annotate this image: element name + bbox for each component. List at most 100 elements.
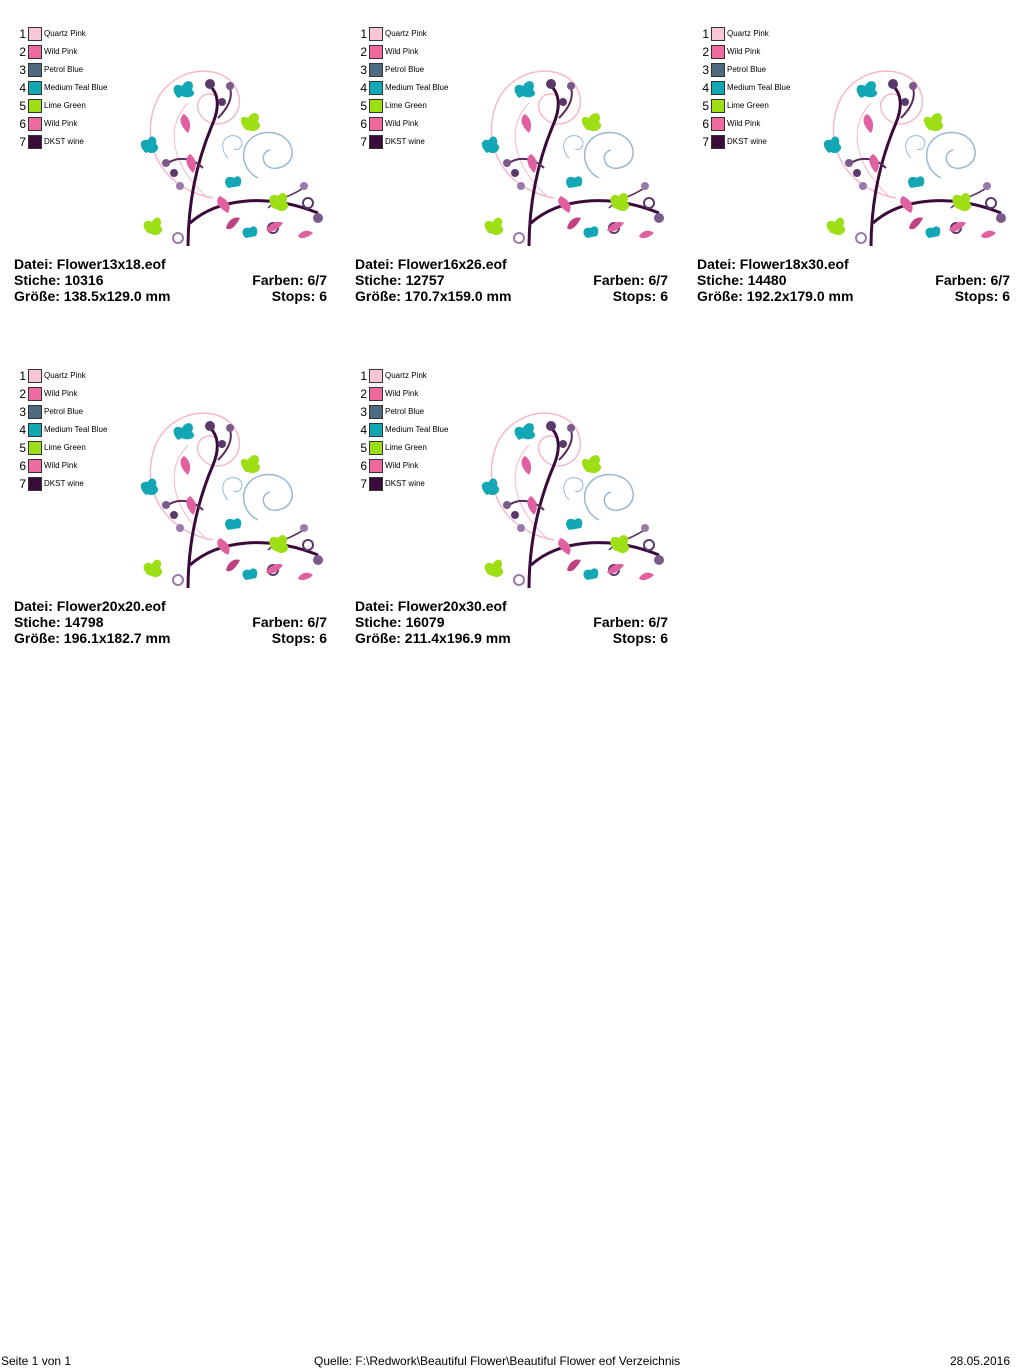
legend-row: 5 Lime Green: [697, 98, 807, 116]
embroidery-preview: [822, 69, 1008, 246]
thread-swatch: [369, 369, 383, 383]
legend-row: 6 Wild Pink: [355, 116, 465, 134]
thread-number: 5: [360, 99, 367, 113]
legend-row: 6 Wild Pink: [14, 458, 124, 476]
stop-count: Stops: 6: [954, 288, 1010, 304]
thread-swatch: [28, 459, 42, 473]
thread-name: Wild Pink: [727, 47, 761, 56]
legend-row: 3 Petrol Blue: [355, 404, 465, 422]
legend-row: 1 Quartz Pink: [14, 26, 124, 44]
thread-swatch: [369, 99, 383, 113]
legend-row: 4 Medium Teal Blue: [355, 422, 465, 440]
legend-row: 1 Quartz Pink: [355, 26, 465, 44]
thread-number: 6: [360, 459, 367, 473]
thread-name: DKST wine: [727, 137, 767, 146]
thread-number: 7: [19, 477, 26, 491]
thread-swatch: [369, 459, 383, 473]
thread-number: 7: [19, 135, 26, 149]
thread-name: Medium Teal Blue: [727, 83, 791, 92]
thread-swatch: [369, 27, 383, 41]
thread-swatch: [711, 81, 725, 95]
design-card-1: 1 Quartz Pink 2 Wild Pink 3 Petrol Blue 4 Me…: [14, 26, 330, 326]
thread-name: Quartz Pink: [44, 29, 86, 38]
thread-name: Petrol Blue: [385, 65, 425, 74]
thread-number: 4: [360, 81, 367, 95]
thread-swatch: [711, 27, 725, 41]
thread-name: Lime Green: [727, 101, 769, 110]
legend-row: 5 Lime Green: [14, 98, 124, 116]
thread-swatch: [369, 423, 383, 437]
thread-name: Wild Pink: [44, 47, 78, 56]
legend-row: 7 DKST wine: [355, 134, 465, 152]
thread-name: Wild Pink: [385, 47, 419, 56]
embroidery-preview: [480, 69, 666, 246]
thread-name: Lime Green: [385, 443, 427, 452]
legend-row: 7 DKST wine: [355, 476, 465, 494]
thread-name: Lime Green: [385, 101, 427, 110]
stitch-count: Stiche: 14480: [697, 272, 787, 288]
thread-name: Quartz Pink: [727, 29, 769, 38]
thread-swatch: [711, 99, 725, 113]
thread-number: 4: [19, 81, 26, 95]
thread-swatch: [28, 135, 42, 149]
stop-count: Stops: 6: [271, 630, 327, 646]
thread-name: DKST wine: [44, 479, 84, 488]
legend-row: 7 DKST wine: [697, 134, 807, 152]
thread-swatch: [369, 81, 383, 95]
thread-number: 1: [702, 27, 709, 41]
thread-swatch: [711, 135, 725, 149]
legend-row: 4 Medium Teal Blue: [14, 80, 124, 98]
legend-row: 2 Wild Pink: [14, 386, 124, 404]
file-name: Datei: Flower18x30.eof: [697, 256, 849, 272]
thread-number: 5: [702, 99, 709, 113]
design-size: Größe: 192.2x179.0 mm: [697, 288, 854, 304]
stop-count: Stops: 6: [612, 630, 668, 646]
thread-number: 6: [19, 117, 26, 131]
legend-row: 2 Wild Pink: [355, 386, 465, 404]
thread-number: 7: [360, 135, 367, 149]
legend-row: 5 Lime Green: [355, 98, 465, 116]
thread-name: Petrol Blue: [727, 65, 767, 74]
thread-swatch: [711, 63, 725, 77]
thread-number: 5: [19, 99, 26, 113]
thread-swatch: [28, 405, 42, 419]
thread-swatch: [369, 441, 383, 455]
thread-swatch: [28, 387, 42, 401]
thread-number: 6: [19, 459, 26, 473]
legend-row: 4 Medium Teal Blue: [14, 422, 124, 440]
page-number: Seite 1 von 1: [1, 1354, 72, 1368]
thread-swatch: [369, 477, 383, 491]
thread-number: 4: [702, 81, 709, 95]
thread-swatch: [28, 63, 42, 77]
thread-swatch: [28, 369, 42, 383]
design-size: Größe: 211.4x196.9 mm: [355, 630, 511, 646]
thread-name: Wild Pink: [727, 119, 761, 128]
file-name: Datei: Flower20x30.eof: [355, 598, 507, 614]
design-size: Größe: 138.5x129.0 mm: [14, 288, 171, 304]
thread-name: Wild Pink: [385, 119, 419, 128]
legend-row: 1 Quartz Pink: [355, 368, 465, 386]
thread-name: Petrol Blue: [385, 407, 425, 416]
thread-number: 7: [360, 477, 367, 491]
thread-number: 4: [360, 423, 367, 437]
thread-name: Petrol Blue: [44, 407, 84, 416]
embroidery-preview: [480, 411, 666, 588]
thread-number: 1: [19, 369, 26, 383]
thread-name: Quartz Pink: [385, 371, 427, 380]
legend-row: 3 Petrol Blue: [14, 62, 124, 80]
embroidery-preview: [139, 411, 325, 588]
design-card-3: 1 Quartz Pink 2 Wild Pink 3 Petrol Blue 4 Me…: [697, 26, 1013, 326]
stitch-count: Stiche: 16079: [355, 614, 445, 630]
stitch-count: Stiche: 10316: [14, 272, 104, 288]
thread-swatch: [28, 117, 42, 131]
thread-name: Lime Green: [44, 101, 86, 110]
thread-number: 3: [360, 405, 367, 419]
thread-name: Lime Green: [44, 443, 86, 452]
design-size: Größe: 196.1x182.7 mm: [14, 630, 171, 646]
color-count: Farben: 6/7: [252, 272, 327, 288]
legend-row: 6 Wild Pink: [355, 458, 465, 476]
thread-name: DKST wine: [385, 479, 425, 488]
thread-swatch: [28, 441, 42, 455]
color-count: Farben: 6/7: [593, 272, 668, 288]
legend-row: 6 Wild Pink: [697, 116, 807, 134]
